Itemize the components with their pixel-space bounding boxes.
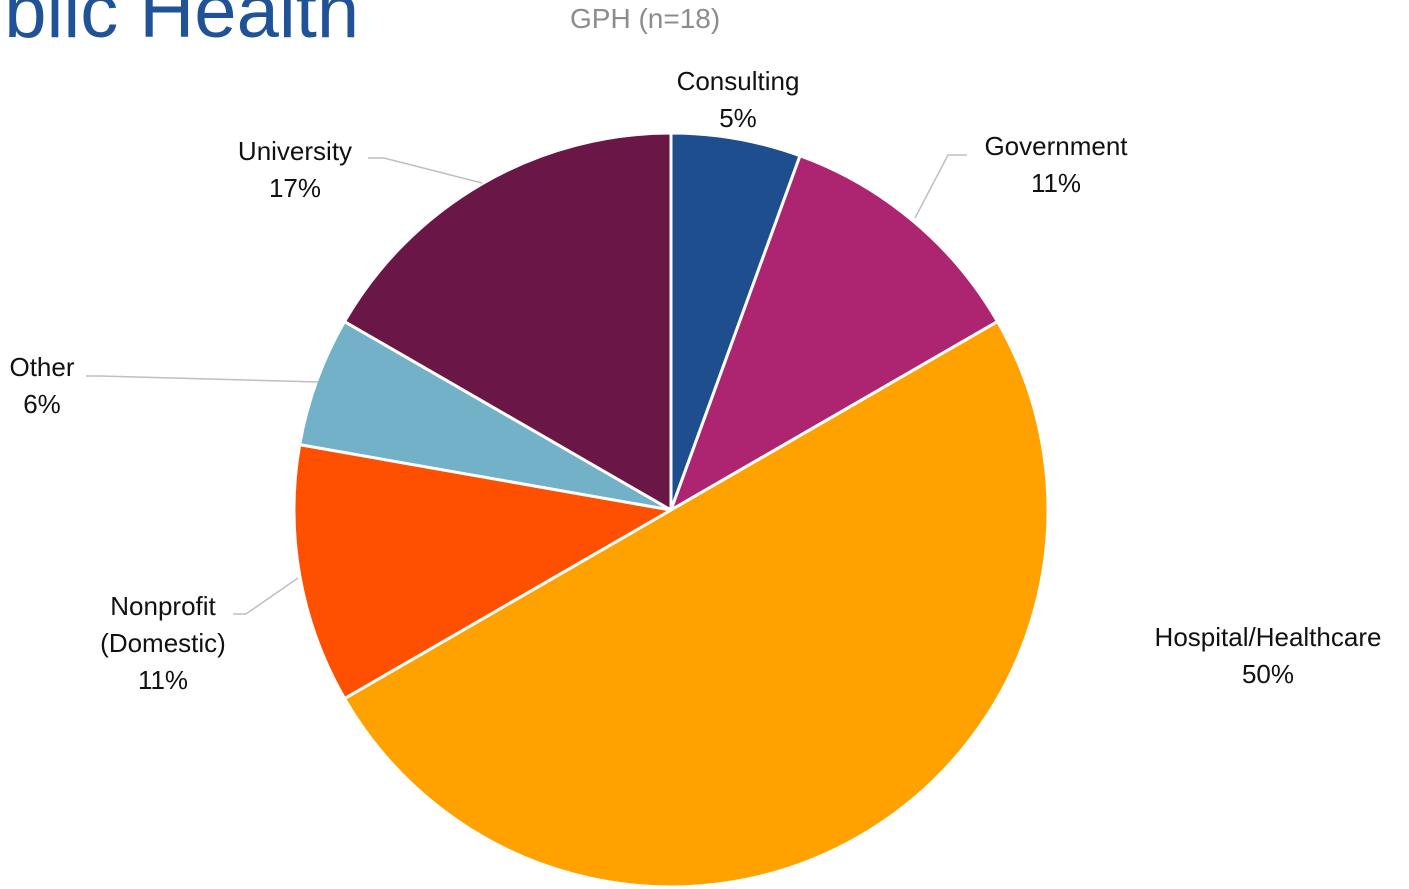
pie-slices [292,131,1050,889]
pie-slice-hospital-healthcare [343,320,1050,889]
leader-lines [86,154,967,615]
pie-slice-government [669,154,1000,512]
slice-labels: Consulting 5% Government 11% Hospital/Health… [9,66,1381,695]
slice-label-other: Other 6% [9,352,74,419]
slice-label-hospital-healthcare: Hospital/Healthcare 50% [1155,622,1382,689]
slice-label-consulting: Consulting 5% [677,66,800,133]
slice-label-university: University 17% [238,136,352,203]
chart-subtitle: GPH (n=18) [570,3,721,34]
slice-label-nonprofit-domestic-: Nonprofit (Domestic) 11% [100,591,226,695]
pie-slice-university [342,131,673,512]
pie-slice-nonprofit-domestic- [292,443,673,701]
leader-line-government [914,154,967,219]
leader-line-university [368,157,483,184]
page-title: ublic Health [0,0,360,54]
pie-slice-other [298,320,673,512]
slice-label-government: Government 11% [984,131,1128,198]
leader-line-other [86,375,319,383]
pie-slice-consulting [669,131,802,512]
leader-line-nonprofit-domestic- [233,577,299,615]
